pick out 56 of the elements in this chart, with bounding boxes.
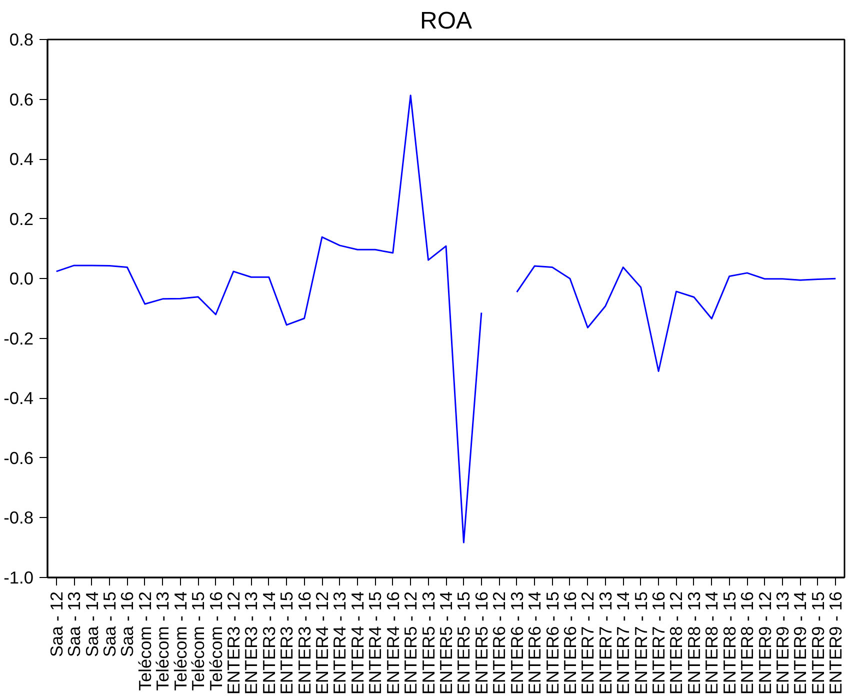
x-tick-label: ENTER9 - 12 xyxy=(754,591,775,695)
x-tick-label: ENTER4 - 15 xyxy=(365,591,386,695)
x-tick-label: ENTER6 - 13 xyxy=(506,591,527,695)
x-tick-label: ENTER8 - 15 xyxy=(719,591,740,695)
x-tick-label: ENTER3 - 14 xyxy=(258,591,279,695)
x-tick-label: ENTER7 - 16 xyxy=(648,591,669,695)
x-tick-label: ENTER9 - 14 xyxy=(790,591,810,695)
x-tick-label: ENTER8 - 14 xyxy=(702,591,722,695)
x-tick-label: ENTER3 - 16 xyxy=(294,591,314,695)
x-tick-label: ENTER6 - 12 xyxy=(489,591,510,695)
x-tick-label: ENTER3 - 15 xyxy=(276,591,297,695)
x-tick-label: ENTER5 - 16 xyxy=(471,591,492,695)
x-tick-label: ENTER4 - 13 xyxy=(330,591,350,695)
x-tick-label: ENTER4 - 14 xyxy=(347,591,368,695)
x-tick-label: ENTER7 - 15 xyxy=(630,591,651,695)
x-tick-label: Telécom - 14 xyxy=(170,591,190,691)
x-tick-label: ENTER4 - 12 xyxy=(312,591,332,695)
x-tick-label: Telécom - 12 xyxy=(134,591,155,691)
x-tick-label: ENTER6 - 14 xyxy=(524,591,545,695)
x-tick-label: ENTER9 - 13 xyxy=(772,591,793,695)
x-tick-label: Saa - 16 xyxy=(117,591,138,658)
y-tick-label: 0.8 xyxy=(9,30,34,50)
y-tick-label: 0.0 xyxy=(9,268,34,289)
x-tick-label: ENTER8 - 13 xyxy=(684,591,704,695)
x-tick-label: ENTER5 - 15 xyxy=(454,591,474,695)
x-tick-label: Saa - 12 xyxy=(46,591,66,658)
chart-title: ROA xyxy=(420,8,472,34)
y-tick-label: -0.6 xyxy=(4,448,34,468)
x-tick-label: ENTER6 - 15 xyxy=(542,591,562,695)
x-tick-label: ENTER9 - 15 xyxy=(808,591,828,695)
x-tick-label: ENTER7 - 13 xyxy=(595,591,616,695)
x-tick-label: ENTER7 - 14 xyxy=(613,591,634,695)
y-tick-label: -0.2 xyxy=(4,328,34,348)
x-tick-label: ENTER9 - 16 xyxy=(826,591,846,695)
y-tick-label: 0.2 xyxy=(9,208,34,229)
x-tick-label: ENTER3 - 12 xyxy=(223,591,244,695)
x-tick-label: Telécom - 15 xyxy=(188,591,208,691)
x-tick-label: ENTER5 - 14 xyxy=(436,591,456,695)
x-tick-label: ENTER7 - 12 xyxy=(578,591,598,695)
y-tick-label: -0.4 xyxy=(4,388,34,408)
x-tick-label: ENTER8 - 12 xyxy=(666,591,686,695)
y-tick-label: -1.0 xyxy=(4,568,34,588)
x-tick-label: ENTER5 - 13 xyxy=(418,591,438,695)
y-tick-label: 0.6 xyxy=(9,89,34,110)
x-tick-label: ENTER5 - 12 xyxy=(400,591,421,695)
y-tick-label: 0.4 xyxy=(9,149,34,170)
x-tick-label: Saa - 13 xyxy=(64,591,84,658)
x-tick-label: ENTER3 - 13 xyxy=(241,591,262,695)
x-tick-label: Saa - 14 xyxy=(82,591,102,658)
x-tick-label: Telécom - 16 xyxy=(206,591,226,691)
x-tick-label: Saa - 15 xyxy=(99,591,120,658)
x-tick-label: ENTER4 - 16 xyxy=(382,591,403,695)
x-tick-label: Telécom - 13 xyxy=(152,591,173,691)
y-tick-label: -0.8 xyxy=(4,508,34,528)
x-tick-label: ENTER8 - 16 xyxy=(737,591,758,695)
x-tick-label: ENTER6 - 16 xyxy=(560,591,580,695)
